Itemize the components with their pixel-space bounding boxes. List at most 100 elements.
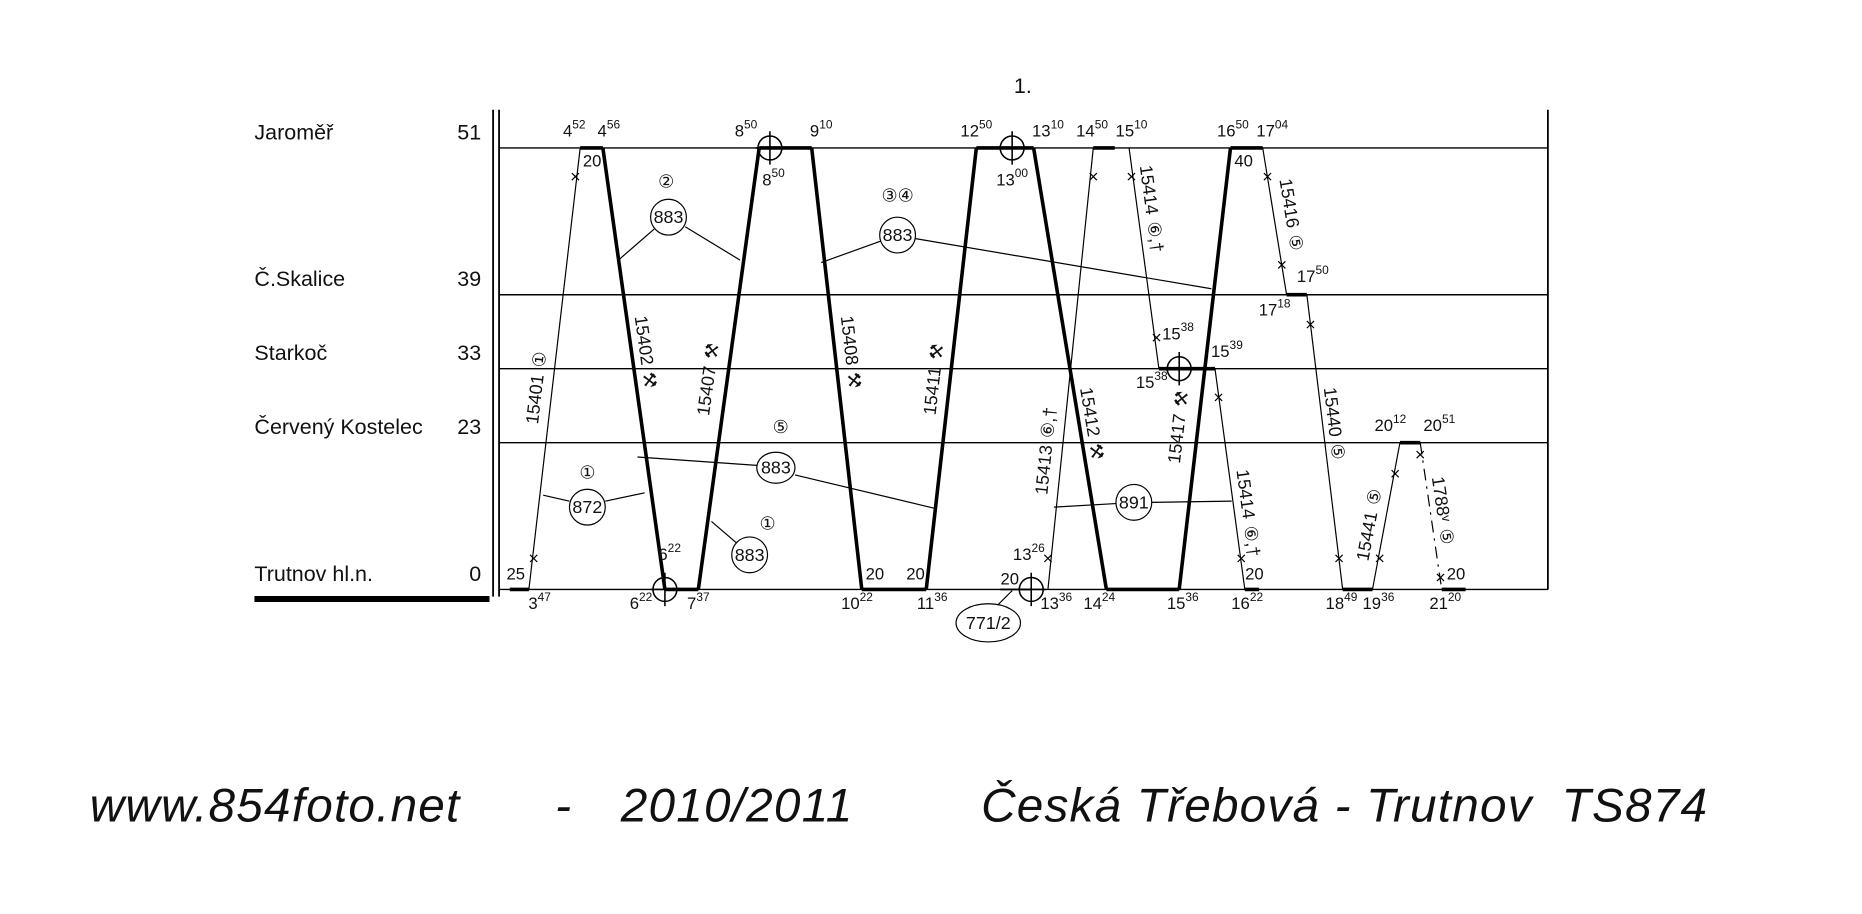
pass-mark	[1214, 393, 1223, 402]
time-minute: 10	[1134, 117, 1148, 131]
train-number: 15414	[1233, 468, 1259, 520]
train-path	[1371, 442, 1401, 590]
station-name: Č.Skalice	[254, 266, 345, 291]
train-number: 15416	[1276, 177, 1304, 229]
train-number: 15413	[1031, 444, 1056, 496]
time-label: 850	[762, 166, 785, 189]
train-path	[1214, 368, 1246, 590]
train-path	[1419, 442, 1443, 590]
duration: 20	[866, 565, 885, 584]
footer-site: www.854foto.net	[90, 780, 461, 833]
pass-mark	[1277, 260, 1286, 269]
circulation-number: 872	[572, 497, 602, 517]
time-hour: 15	[1162, 325, 1181, 344]
footer-separator: -	[555, 780, 572, 833]
train-path	[696, 147, 761, 590]
time-hour: 17	[1256, 122, 1275, 141]
train-note: ⚒	[701, 342, 723, 361]
train-label: 15414 ⑥,†	[1233, 468, 1265, 558]
time-minute: 56	[607, 117, 621, 131]
train-note: ⑥,†	[1240, 524, 1264, 557]
time-label: 1538	[1162, 320, 1194, 343]
time-minute: 37	[696, 590, 710, 604]
time-hour: 15	[1136, 374, 1155, 393]
circulation-days: ⑤	[773, 417, 789, 437]
title: 1.	[1014, 74, 1032, 98]
time-hour: 9	[810, 122, 819, 141]
train-label: 15401 ①	[522, 350, 550, 425]
time-label: 1539	[1211, 338, 1243, 361]
time-hour: 13	[1013, 545, 1032, 564]
train-label: 15407 ⚒	[693, 342, 723, 417]
time-minute: 39	[1230, 338, 1244, 352]
circulation-link	[821, 240, 882, 264]
circulation-link	[637, 456, 757, 466]
time-hour: 15	[1167, 594, 1186, 613]
time-minute: 22	[668, 541, 682, 555]
time-label: 1538	[1136, 369, 1168, 392]
train-number: 15402	[631, 314, 658, 366]
train-note: ⚒	[1170, 390, 1192, 408]
train-note: ⚒	[926, 343, 948, 361]
time-hour: 4	[598, 122, 607, 141]
time-minute: 12	[1393, 412, 1407, 426]
train-number: 1788ᵛ	[1428, 475, 1454, 523]
circulation-circle	[731, 536, 769, 574]
time-minute: 52	[572, 117, 586, 131]
pass-mark	[1127, 172, 1136, 181]
time-hour: 16	[1231, 594, 1250, 613]
station-km: 51	[457, 120, 481, 144]
train-label: 15441 ⑤	[1352, 487, 1385, 562]
time-hour: 3	[528, 594, 537, 613]
duration: 20	[906, 565, 925, 584]
crossing-symbol	[1016, 572, 1046, 607]
circulation-number: 883	[735, 545, 765, 565]
time-minute: 38	[1154, 369, 1168, 383]
station-name: Jaroměř	[254, 120, 334, 144]
footer-season: 2010/2011	[620, 780, 854, 833]
time-label: 456	[598, 117, 621, 140]
circulation-circle	[649, 198, 687, 236]
train-note: ⑥,†	[1037, 406, 1060, 439]
train-label: 15408 ⚒	[837, 315, 865, 390]
duration: 20	[1000, 569, 1019, 588]
train-path	[924, 147, 979, 590]
duration: 25	[506, 565, 525, 584]
frame	[254, 109, 1549, 602]
pass-mark	[1335, 554, 1344, 563]
duration: 40	[1234, 152, 1253, 171]
time-label: 737	[687, 590, 710, 613]
crossing-symbol	[997, 131, 1027, 165]
time-hour: 15	[1211, 343, 1230, 362]
circulation-link	[711, 520, 737, 544]
time-hour: 10	[841, 594, 860, 613]
time-hour: 14	[1083, 594, 1102, 613]
train-number: 15440	[1320, 386, 1346, 438]
train-number: 15411	[919, 366, 944, 416]
train-path	[528, 147, 581, 590]
time-hour: 8	[735, 122, 744, 141]
train-path	[1128, 147, 1160, 369]
time-hour: 13	[1040, 594, 1059, 613]
time-minute: 50	[1236, 117, 1250, 131]
time-minute: 10	[819, 117, 833, 131]
train-label: 15440 ⑤	[1320, 386, 1349, 461]
time-label: 1450	[1076, 117, 1108, 140]
pass-mark	[1043, 554, 1052, 563]
circulation-link	[1151, 500, 1232, 503]
pass-mark	[1152, 333, 1161, 342]
circulation-days: ③④	[882, 186, 914, 206]
time-minute: 50	[1095, 117, 1109, 131]
time-hour: 8	[762, 171, 771, 190]
train-path	[1047, 147, 1094, 590]
train-note: ⚒	[844, 371, 866, 389]
train-number: 15414	[1136, 164, 1162, 216]
station-name: Starkoč	[254, 341, 327, 365]
circulation-link	[915, 238, 1212, 290]
time-hour: 19	[1363, 594, 1382, 613]
time-label: 1936	[1363, 590, 1395, 613]
time-label: 2012	[1374, 412, 1406, 435]
time-label: 1022	[841, 590, 873, 613]
train-note: ⑥,†	[1144, 220, 1168, 253]
circulation-link	[543, 494, 570, 502]
